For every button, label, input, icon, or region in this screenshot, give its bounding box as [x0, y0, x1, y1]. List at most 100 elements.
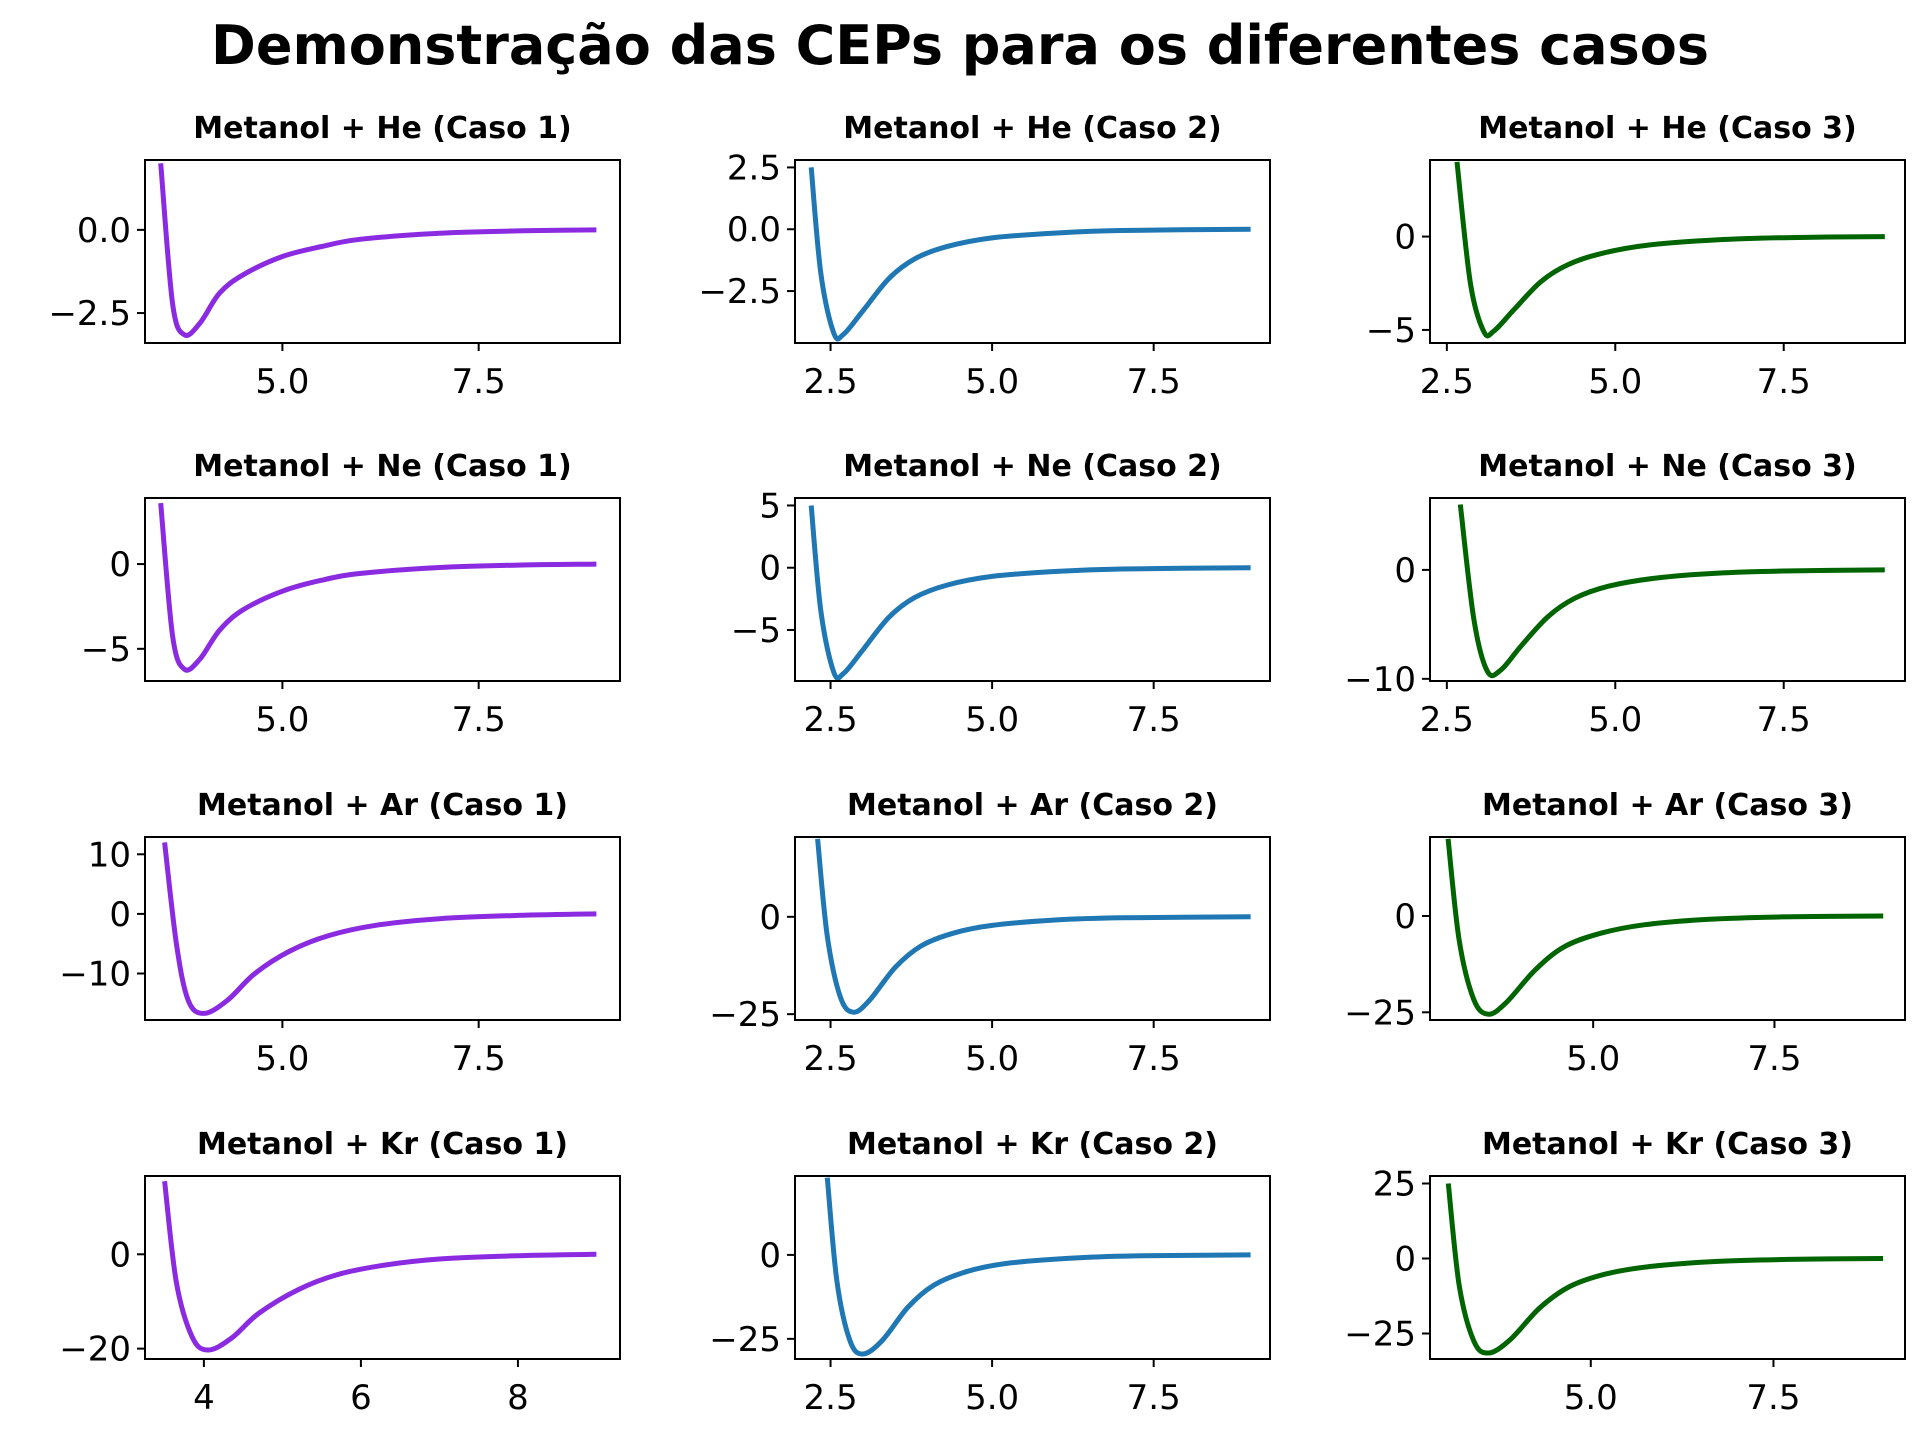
axes-frame: [144, 159, 621, 344]
series-line: [158, 163, 597, 338]
axes-frame: [1429, 836, 1906, 1021]
series-line: [162, 842, 597, 1016]
x-tick-label: 7.5: [1757, 362, 1811, 402]
subplot-title: Metanol + Kr (Caso 2): [847, 1127, 1218, 1162]
y-tick-label: −25: [1344, 993, 1416, 1033]
x-tick-label: 7.5: [452, 1039, 506, 1079]
x-tick-label: 5.0: [965, 362, 1019, 402]
y-tick-label: −2.5: [48, 294, 131, 334]
y-tick-label: 0: [1394, 218, 1416, 258]
x-tick-label: 2.5: [1420, 700, 1474, 740]
series-line: [1445, 838, 1884, 1017]
x-tick-label: 7.5: [1746, 1378, 1800, 1418]
axes-frame: [1429, 159, 1906, 344]
subplot-3: Metanol + He (Caso 3) 2.5 5.0 7.5 −5 0: [1366, 111, 1906, 402]
y-tick-label: 0.0: [727, 210, 781, 250]
y-tick-label: 0: [1394, 1240, 1416, 1280]
x-tick-label: 7.5: [1127, 1378, 1181, 1418]
x-tick-label: 5.0: [1588, 362, 1642, 402]
x-tick-label: 2.5: [804, 1378, 858, 1418]
subplot-title: Metanol + Ar (Caso 2): [847, 788, 1218, 823]
series-line: [1445, 1183, 1884, 1356]
series-line: [815, 838, 1251, 1015]
subplot-6: Metanol + Ne (Caso 3) 2.5 5.0 7.5 −10 0: [1344, 449, 1906, 740]
y-tick-label: −5: [81, 630, 131, 670]
subplot-title: Metanol + Ar (Caso 1): [197, 788, 568, 823]
figure-title: Demonstração das CEPs para os diferentes…: [211, 14, 1709, 77]
y-tick-label: 5: [759, 486, 781, 526]
x-tick-label: 7.5: [1747, 1039, 1801, 1079]
subplot-title: Metanol + He (Caso 2): [843, 111, 1221, 146]
axes-frame: [144, 497, 621, 682]
x-tick-label: 2.5: [1420, 362, 1474, 402]
x-tick-label: 2.5: [804, 1039, 858, 1079]
axes-frame: [144, 1175, 621, 1360]
x-tick-label: 7.5: [1757, 700, 1811, 740]
series-line: [1454, 161, 1885, 339]
axes-frame: [144, 836, 621, 1021]
y-tick-label: −25: [709, 1320, 781, 1360]
subplot-9: Metanol + Ar (Caso 3) 5.0 7.5 −25 0: [1344, 788, 1906, 1079]
subplot-11: Metanol + Kr (Caso 2) 2.5 5.0 7.5 −25 0: [709, 1127, 1271, 1418]
y-tick-label: 0.0: [77, 211, 131, 251]
y-tick-label: 10: [88, 835, 131, 875]
y-tick-label: 2.5: [727, 148, 781, 188]
series-line: [824, 1177, 1251, 1357]
y-tick-label: 0: [759, 898, 781, 938]
x-tick-label: 5.0: [965, 700, 1019, 740]
x-tick-label: 4: [193, 1378, 215, 1418]
series-line: [162, 1180, 597, 1353]
x-tick-label: 7.5: [452, 362, 506, 402]
subplot-8: Metanol + Ar (Caso 2) 2.5 5.0 7.5 −25 0: [709, 788, 1271, 1079]
x-tick-label: 5.0: [1566, 1039, 1620, 1079]
series-line: [1457, 504, 1885, 679]
y-tick-label: −5: [731, 611, 781, 651]
x-tick-label: 7.5: [1127, 700, 1181, 740]
subplot-10: Metanol + Kr (Caso 1) 4 6 8 −20 0: [59, 1127, 621, 1418]
x-tick-label: 5.0: [1588, 700, 1642, 740]
y-tick-label: 0: [109, 895, 131, 935]
subplot-title: Metanol + He (Caso 3): [1478, 111, 1856, 146]
series-line: [808, 505, 1251, 681]
axes-frame: [794, 497, 1271, 682]
y-tick-label: −10: [59, 955, 131, 995]
subplot-5: Metanol + Ne (Caso 2) 2.5 5.0 7.5 −5 0 5: [731, 449, 1271, 740]
x-tick-label: 7.5: [1127, 1039, 1181, 1079]
series-line: [158, 502, 597, 673]
x-tick-label: 5.0: [965, 1039, 1019, 1079]
x-tick-label: 5.0: [1564, 1378, 1618, 1418]
y-tick-label: 25: [1373, 1165, 1416, 1205]
y-tick-label: 0: [1394, 551, 1416, 591]
subplot-7: Metanol + Ar (Caso 1) 5.0 7.5 −10 0 10: [59, 788, 621, 1079]
y-tick-label: −10: [1344, 660, 1416, 700]
x-tick-label: 6: [350, 1378, 372, 1418]
y-tick-label: 0: [759, 1236, 781, 1276]
y-tick-label: 0: [109, 545, 131, 585]
subplot-12: Metanol + Kr (Caso 3) 5.0 7.5 −25 0 25: [1344, 1127, 1906, 1418]
subplot-2: Metanol + He (Caso 2) 2.5 5.0 7.5 −2.5 0.0 2.5: [698, 111, 1271, 402]
x-tick-label: 5.0: [255, 700, 309, 740]
y-tick-label: −20: [59, 1330, 131, 1370]
axes-frame: [794, 159, 1271, 344]
subplot-title: Metanol + Ar (Caso 3): [1482, 788, 1853, 823]
axes-frame: [794, 1175, 1271, 1360]
y-tick-label: 0: [109, 1235, 131, 1275]
subplot-title: Metanol + Ne (Caso 1): [193, 449, 571, 484]
subplot-title: Metanol + Kr (Caso 3): [1482, 1127, 1853, 1162]
axes-frame: [1429, 1175, 1906, 1360]
x-tick-label: 7.5: [452, 700, 506, 740]
axes-frame: [794, 836, 1271, 1021]
x-tick-label: 5.0: [255, 1039, 309, 1079]
y-tick-label: −25: [1344, 1315, 1416, 1355]
x-tick-label: 2.5: [804, 700, 858, 740]
subplot-title: Metanol + He (Caso 1): [193, 111, 571, 146]
x-tick-label: 5.0: [255, 362, 309, 402]
y-tick-label: −2.5: [698, 272, 781, 312]
axes-frame: [1429, 497, 1906, 682]
y-tick-label: 0: [759, 549, 781, 589]
x-tick-label: 7.5: [1127, 362, 1181, 402]
x-tick-label: 8: [507, 1378, 529, 1418]
y-tick-label: −5: [1366, 311, 1416, 351]
series-line: [808, 167, 1251, 342]
